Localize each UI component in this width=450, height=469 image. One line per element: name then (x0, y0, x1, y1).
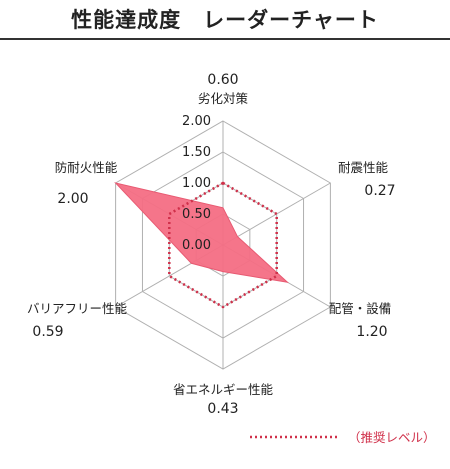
axis-label: バリアフリー性能 (27, 301, 128, 316)
tick-label: 0.50 (182, 207, 211, 222)
axis-label: 耐震性能 (338, 160, 389, 175)
recommended-level-polygon (168, 181, 278, 309)
axis-value: 2.00 (57, 191, 88, 207)
axis-value: 0.43 (207, 401, 238, 417)
axis-label: 劣化対策 (198, 91, 249, 106)
axis-labels: 劣化対策 0.60 耐震性能 0.27 配管・設備 1.20 省エネルギー性能 0.43 バリア… (27, 72, 396, 417)
tick-label: 2.00 (182, 114, 211, 129)
axis-value: 0.59 (32, 324, 63, 340)
axis-label: 省エネルギー性能 (173, 382, 274, 397)
axis-value: 0.27 (364, 183, 395, 199)
tick-labels: 0.00 0.50 1.00 1.50 2.00 (182, 114, 211, 253)
axis-value: 0.60 (207, 72, 238, 88)
axis-label: 防耐火性能 (55, 160, 118, 175)
axis-label: 配管・設備 (329, 301, 392, 316)
tick-label: 1.00 (182, 176, 211, 191)
chart-title: 性能達成度 レーダーチャート (71, 8, 379, 32)
legend: （推奨レベル） (250, 430, 436, 445)
axis-value: 1.20 (356, 324, 387, 340)
tick-label: 0.00 (182, 238, 211, 253)
series-polygon (114, 182, 290, 283)
legend-label: （推奨レベル） (348, 430, 436, 445)
title-underline (0, 38, 450, 40)
tick-label: 1.50 (182, 145, 211, 160)
